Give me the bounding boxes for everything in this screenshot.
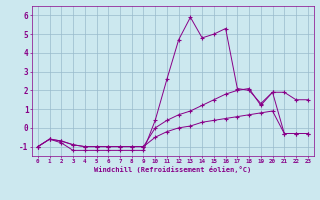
X-axis label: Windchill (Refroidissement éolien,°C): Windchill (Refroidissement éolien,°C) xyxy=(94,166,252,173)
